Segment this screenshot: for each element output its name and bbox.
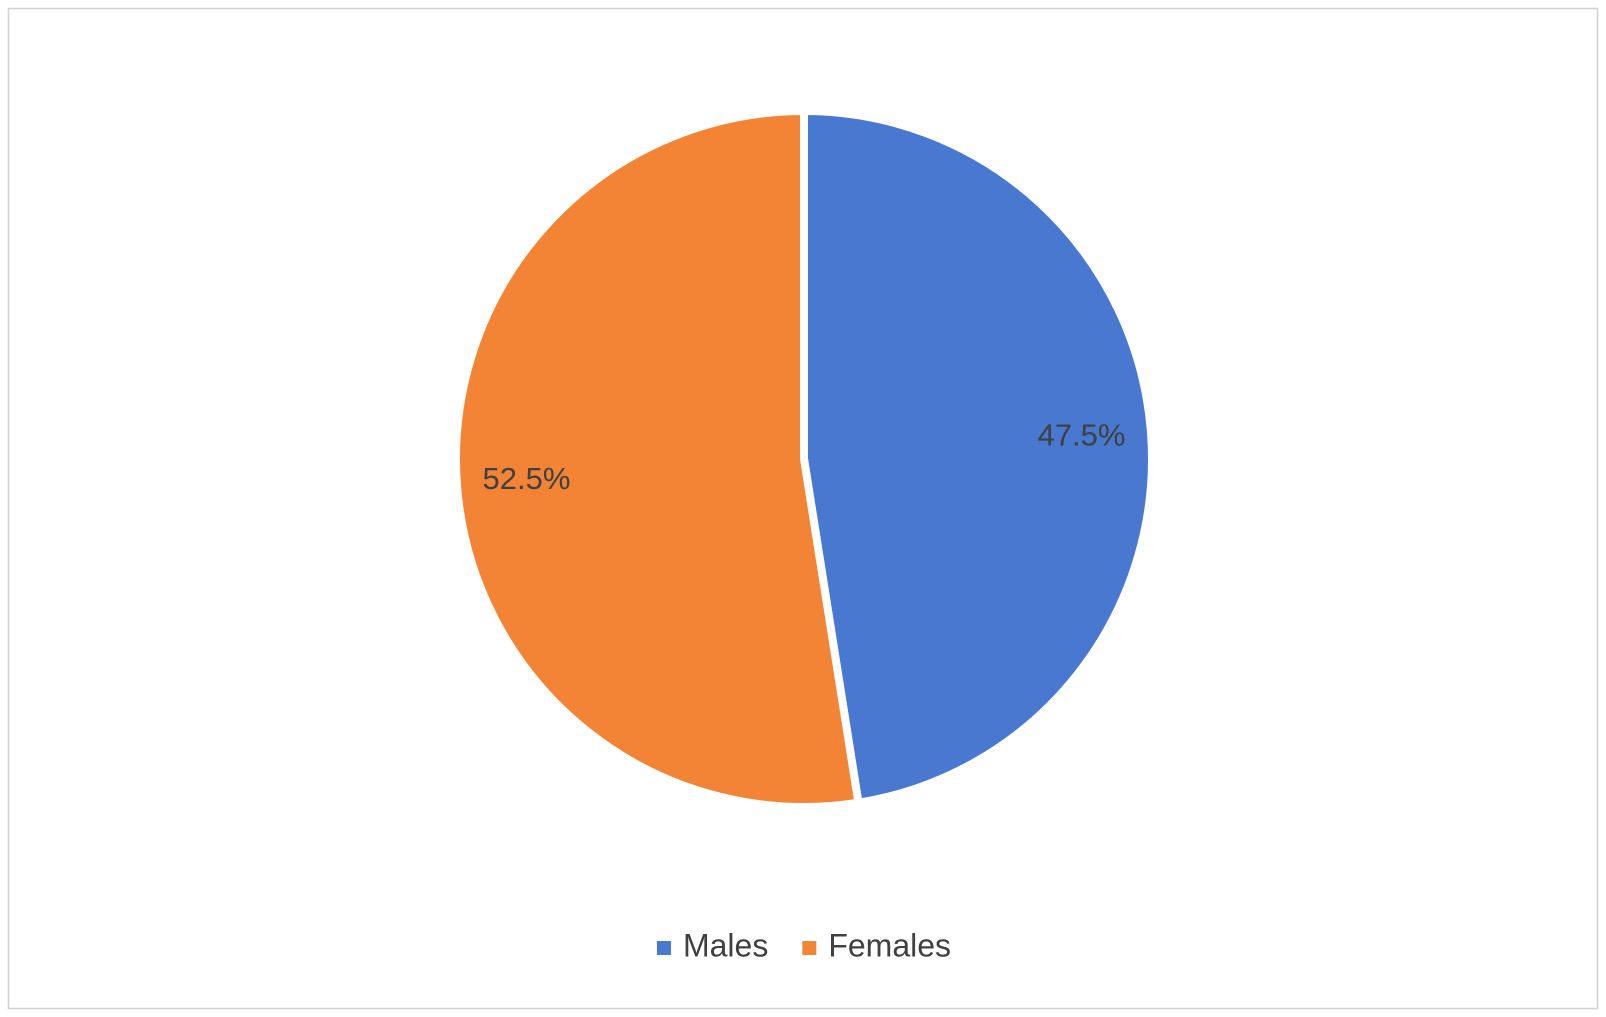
legend-label: Females <box>828 927 951 963</box>
data-label: 47.5% <box>1038 417 1126 452</box>
legend-swatch <box>656 941 671 955</box>
legend-swatch <box>802 941 817 955</box>
legend-label: Males <box>683 927 768 963</box>
pie-slice <box>452 107 863 811</box>
pie-slice <box>800 107 1156 807</box>
data-label: 52.5% <box>483 461 571 496</box>
